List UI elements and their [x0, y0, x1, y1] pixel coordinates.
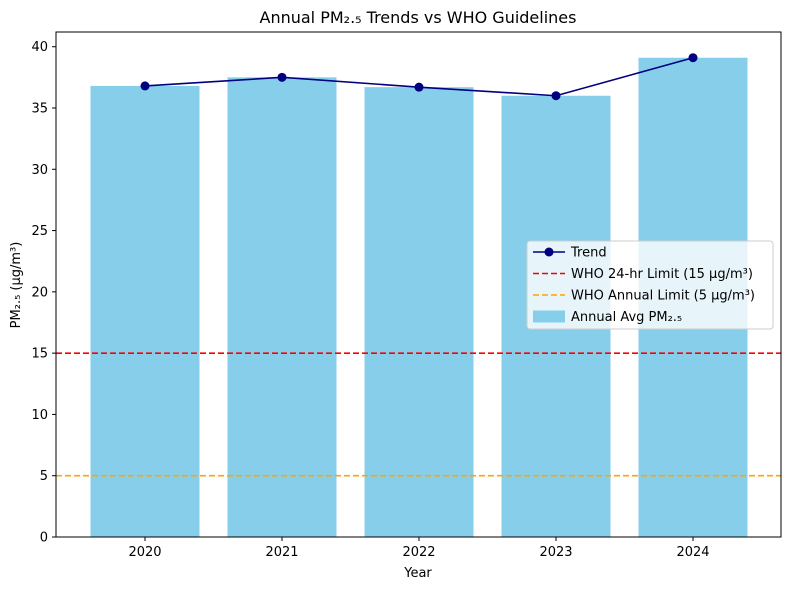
y-tick-label-0: 0	[40, 531, 48, 546]
x-tick-label-2021: 2021	[265, 545, 298, 560]
legend-swatch-bar	[533, 310, 565, 323]
y-tick-label-25: 25	[31, 224, 48, 239]
legend-marker-trend	[544, 247, 554, 257]
x-tick-label-2024: 2024	[676, 545, 709, 560]
bar-2021	[227, 77, 337, 538]
y-tick-label-15: 15	[31, 347, 48, 362]
legend: Trend WHO 24-hr Limit (15 µg/m³) WHO Annua…	[526, 240, 774, 330]
legend-box	[526, 240, 774, 330]
y-axis-label: PM₂.₅ (µg/m³)	[9, 242, 24, 329]
trend-point-2022	[414, 82, 424, 92]
y-tick-label-30: 30	[31, 163, 48, 178]
y-tick-label-35: 35	[31, 101, 48, 116]
bar-2022	[364, 87, 474, 537]
y-axis: 0 5 10 15 20 25 30 35 40	[31, 40, 56, 546]
legend-label-0: Trend	[570, 246, 607, 261]
y-tick-label-40: 40	[31, 40, 48, 55]
x-tick-label-2022: 2022	[402, 545, 435, 560]
chart-title: Annual PM₂.₅ Trends vs WHO Guidelines	[260, 8, 577, 27]
bar-2020	[90, 85, 200, 537]
x-axis-label: Year	[403, 566, 432, 581]
x-axis: 2020 2021 2022 2023 2024	[128, 537, 710, 560]
y-tick-label-10: 10	[31, 408, 48, 423]
y-tick-label-20: 20	[31, 285, 48, 300]
trend-point-2021	[277, 72, 287, 82]
trend-layer	[140, 53, 698, 101]
x-tick-label-2020: 2020	[128, 545, 161, 560]
legend-label-2: WHO Annual Limit (5 µg/m³)	[571, 289, 755, 304]
legend-label-1: WHO 24-hr Limit (15 µg/m³)	[571, 267, 753, 282]
y-tick-label-5: 5	[40, 469, 48, 484]
trend-point-2023	[551, 91, 561, 101]
reference-lines-layer	[56, 352, 781, 477]
x-tick-label-2023: 2023	[539, 545, 572, 560]
legend-label-3: Annual Avg PM₂.₅	[571, 310, 682, 325]
trend-point-2024	[688, 53, 698, 63]
trend-point-2020	[140, 81, 150, 91]
